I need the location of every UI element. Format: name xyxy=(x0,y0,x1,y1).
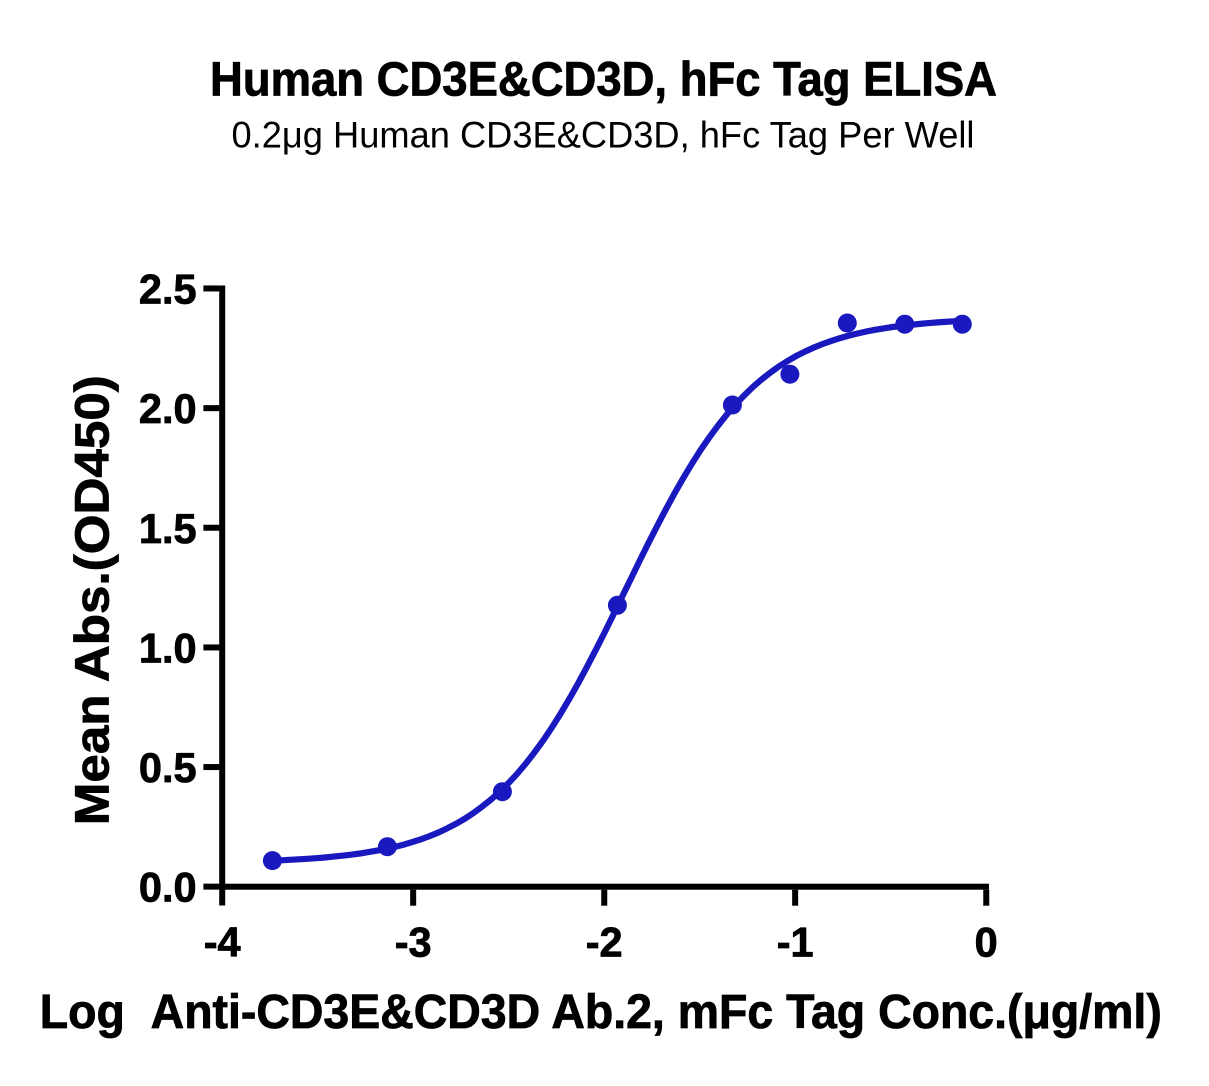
svg-text:Log Anti-CD3E&CD3D Ab.2, mFc: Log Anti-CD3E&CD3D Ab.2, mFc Tag Conc.(μ… xyxy=(40,986,1162,1039)
svg-text:0.5: 0.5 xyxy=(139,744,197,791)
svg-text:1.5: 1.5 xyxy=(139,505,197,552)
svg-text:Human CD3E&CD3D, hFc Tag ELISA: Human CD3E&CD3D, hFc Tag ELISA xyxy=(210,54,997,107)
svg-text:-3: -3 xyxy=(395,919,432,966)
svg-text:0: 0 xyxy=(975,919,998,966)
svg-text:-4: -4 xyxy=(204,919,241,966)
svg-text:0.0: 0.0 xyxy=(139,864,197,911)
svg-text:2.5: 2.5 xyxy=(139,266,197,313)
svg-text:-1: -1 xyxy=(777,919,814,966)
svg-text:0.2μg Human CD3E&CD3D, hFc Tag: 0.2μg Human CD3E&CD3D, hFc Tag Per Well xyxy=(232,115,975,156)
svg-text:1.0: 1.0 xyxy=(139,624,197,671)
svg-text:Mean Abs.(OD450): Mean Abs.(OD450) xyxy=(67,375,120,825)
svg-text:-2: -2 xyxy=(586,919,623,966)
svg-text:2.0: 2.0 xyxy=(139,385,197,432)
